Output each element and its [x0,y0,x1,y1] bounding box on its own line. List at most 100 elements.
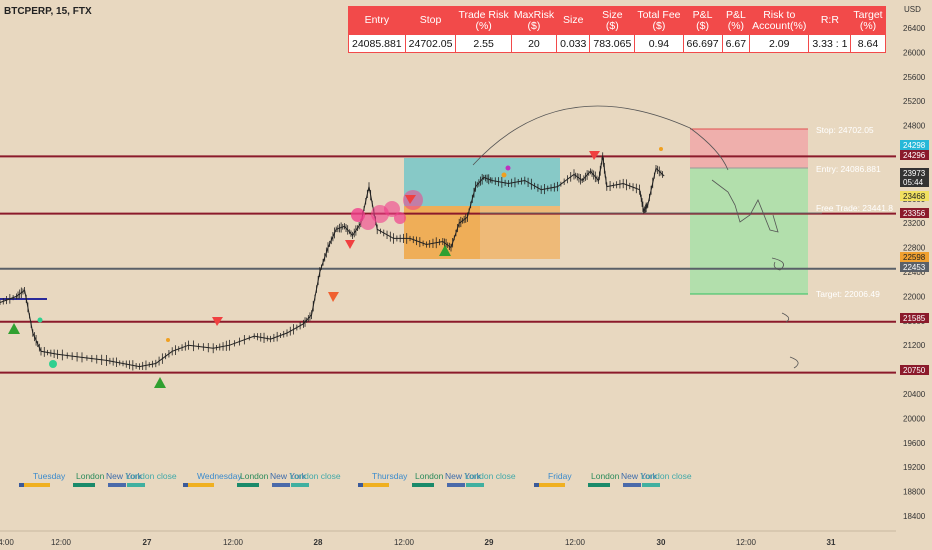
stats-value-cell: 0.033 [556,34,591,53]
target-label: Target: 22006.49 [816,289,880,299]
y-tick-label: 26000 [903,48,926,57]
stats-value-cell: 8.64 [850,34,886,53]
stats-value-cell: 2.09 [749,34,810,53]
session-bar [237,483,259,487]
y-tick-label: 19200 [903,463,926,472]
stats-header-cell: Size ($) [589,6,636,35]
y-tick-label: 26400 [903,24,926,33]
x-tick-label: 12:00 [394,538,415,547]
stats-value-cell: 3.33 : 1 [808,34,852,53]
squiggle-3 [789,356,799,369]
session-bar [24,483,50,487]
projection-drawing [711,179,779,233]
session-bar [642,483,660,487]
price-tag [900,365,929,375]
signal-dot [659,147,663,151]
y-tick-label: 18400 [903,512,926,521]
signal-dot [37,317,43,323]
sell-signal-icon [405,195,416,204]
stats-value-cell: 24702.05 [404,34,457,53]
pink-bubble [384,201,400,217]
price-tag-label: 22453 [903,263,926,272]
buy-signal-icon [439,245,451,256]
session-label: London close [126,471,177,481]
squiggle-2 [781,312,790,323]
y-tick-label: 23200 [903,219,926,228]
x-tick-label: 12:00 [565,538,586,547]
session-label: London [415,471,444,481]
y-tick-label: 21200 [903,341,926,350]
session-label: London close [290,471,341,481]
y-tick-label: 25600 [903,73,926,82]
price-tag [900,262,929,272]
stop-label: Stop: 24702.05 [816,125,874,135]
y-tick-label: 18800 [903,488,926,497]
free-trade-label: Free Trade: 23441.8 [816,203,893,213]
x-tick-label: 4:00 [0,538,14,547]
price-tag [900,150,929,160]
price-tag [900,252,929,262]
signal-dot [505,165,511,171]
session-label: London [240,471,269,481]
session-bar [539,483,565,487]
price-tag [900,208,929,218]
session-label: London [76,471,105,481]
stats-header-cell: Risk to Account(%) [749,6,810,35]
price-tag-label: 21585 [903,314,926,323]
session-bar [363,483,389,487]
session-bar [358,483,363,487]
sell-signal-icon [589,151,600,160]
stats-header-cell: Target (%) [850,6,886,35]
signal-dot [501,172,507,178]
price-tag-label: 24298 [903,141,926,150]
price-tag [900,191,929,201]
arc-drawing [472,105,729,171]
x-tick-label: 30 [657,538,666,547]
price-tag-label: 23468 [903,192,926,201]
session-bar [108,483,126,487]
stats-header-cell: Size [556,6,591,35]
entry-label: Entry: 24086.881 [816,164,881,174]
session-label: Wednesday [197,471,242,481]
stats-value-cell: 783.065 [589,34,636,53]
pink-bubble [394,212,406,224]
x-tick-label: 31 [827,538,836,547]
price-tag [900,313,929,323]
squiggle-1 [771,257,784,271]
session-bar [588,483,610,487]
session-label: Thursday [372,471,408,481]
x-tick-label: 28 [314,538,323,547]
session-bar [272,483,290,487]
price-tag-label: 23356 [903,209,926,218]
y-tick-label: 22000 [903,292,926,301]
stats-header-cell: Total Fee ($) [634,6,684,35]
y-tick-label: 22800 [903,244,926,253]
stats-value-cell: 6.67 [721,34,751,53]
session-bar [127,483,145,487]
session-bar [73,483,95,487]
stats-value-cell: 0.94 [634,34,684,53]
buy-signal-icon [8,323,20,334]
price-tag [900,177,929,187]
price-tag-label: 24296 [903,151,926,160]
stats-value-cell: 24085.881 [348,34,406,53]
stats-value-cell: 66.697 [682,34,723,53]
y-tick-label: 20400 [903,390,926,399]
session-label: Friday [548,471,572,481]
buy-signal-icon [154,377,166,388]
session-bar [291,483,309,487]
session-label: New York [270,471,307,481]
sell-signal-icon [212,317,223,326]
stats-header-cell: Stop [404,6,457,35]
session-bar [188,483,214,487]
stats-value-row: 24085.881 24702.05 2.55 20 0.033 783.065 0.94 6… [348,34,886,53]
price-tag-label: 22598 [903,253,926,262]
session-label: London close [465,471,516,481]
sell-signal-icon [345,240,355,249]
stats-value-cell: 2.55 [455,34,512,53]
stats-value-cell: 20 [510,34,558,53]
session-bar [412,483,434,487]
price-tag-label: 23973 [903,169,926,178]
session-label: Tuesday [33,471,66,481]
